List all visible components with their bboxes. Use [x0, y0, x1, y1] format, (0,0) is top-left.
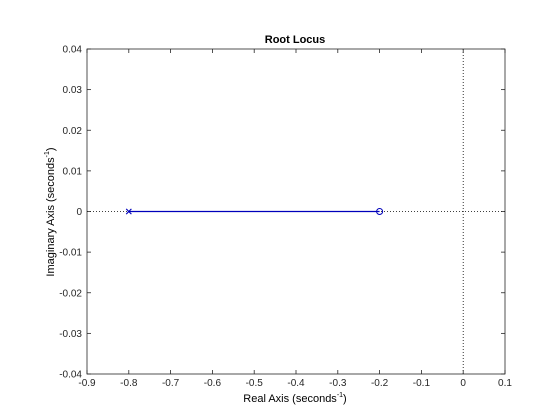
x-tick-label: -0.9 [78, 378, 96, 389]
x-tick-label: -0.5 [246, 378, 264, 389]
x-tick-label: -0.4 [287, 378, 305, 389]
y-tick-label: -0.02 [59, 288, 82, 299]
y-tick-label: 0 [76, 207, 82, 218]
x-tick-label: -0.3 [329, 378, 347, 389]
pole-marker [125, 208, 132, 215]
y-tick-label: 0.01 [63, 166, 83, 177]
y-tick-label: 0.04 [63, 45, 83, 56]
y-tick-label: 0.03 [63, 85, 83, 96]
y-tick-label: -0.04 [59, 370, 82, 381]
zero-marker [376, 208, 384, 215]
x-tick-label: 0 [460, 378, 466, 389]
x-tick-label: -0.7 [162, 378, 180, 389]
x-tick-label: 0.1 [498, 378, 512, 389]
y-tick-label: 0.02 [63, 126, 83, 137]
y-tick-label: -0.01 [59, 248, 82, 259]
y-tick-label: -0.03 [59, 329, 82, 340]
x-tick-label: -0.1 [413, 378, 431, 389]
x-tick-label: -0.8 [120, 378, 138, 389]
chart-title: Root Locus [265, 34, 326, 46]
x-tick-label: -0.6 [204, 378, 222, 389]
x-tick-label: -0.2 [371, 378, 389, 389]
y-axis-label: Imaginary Axis (seconds-1) [44, 147, 57, 276]
x-axis-label: Real Axis (seconds-1) [243, 392, 346, 405]
